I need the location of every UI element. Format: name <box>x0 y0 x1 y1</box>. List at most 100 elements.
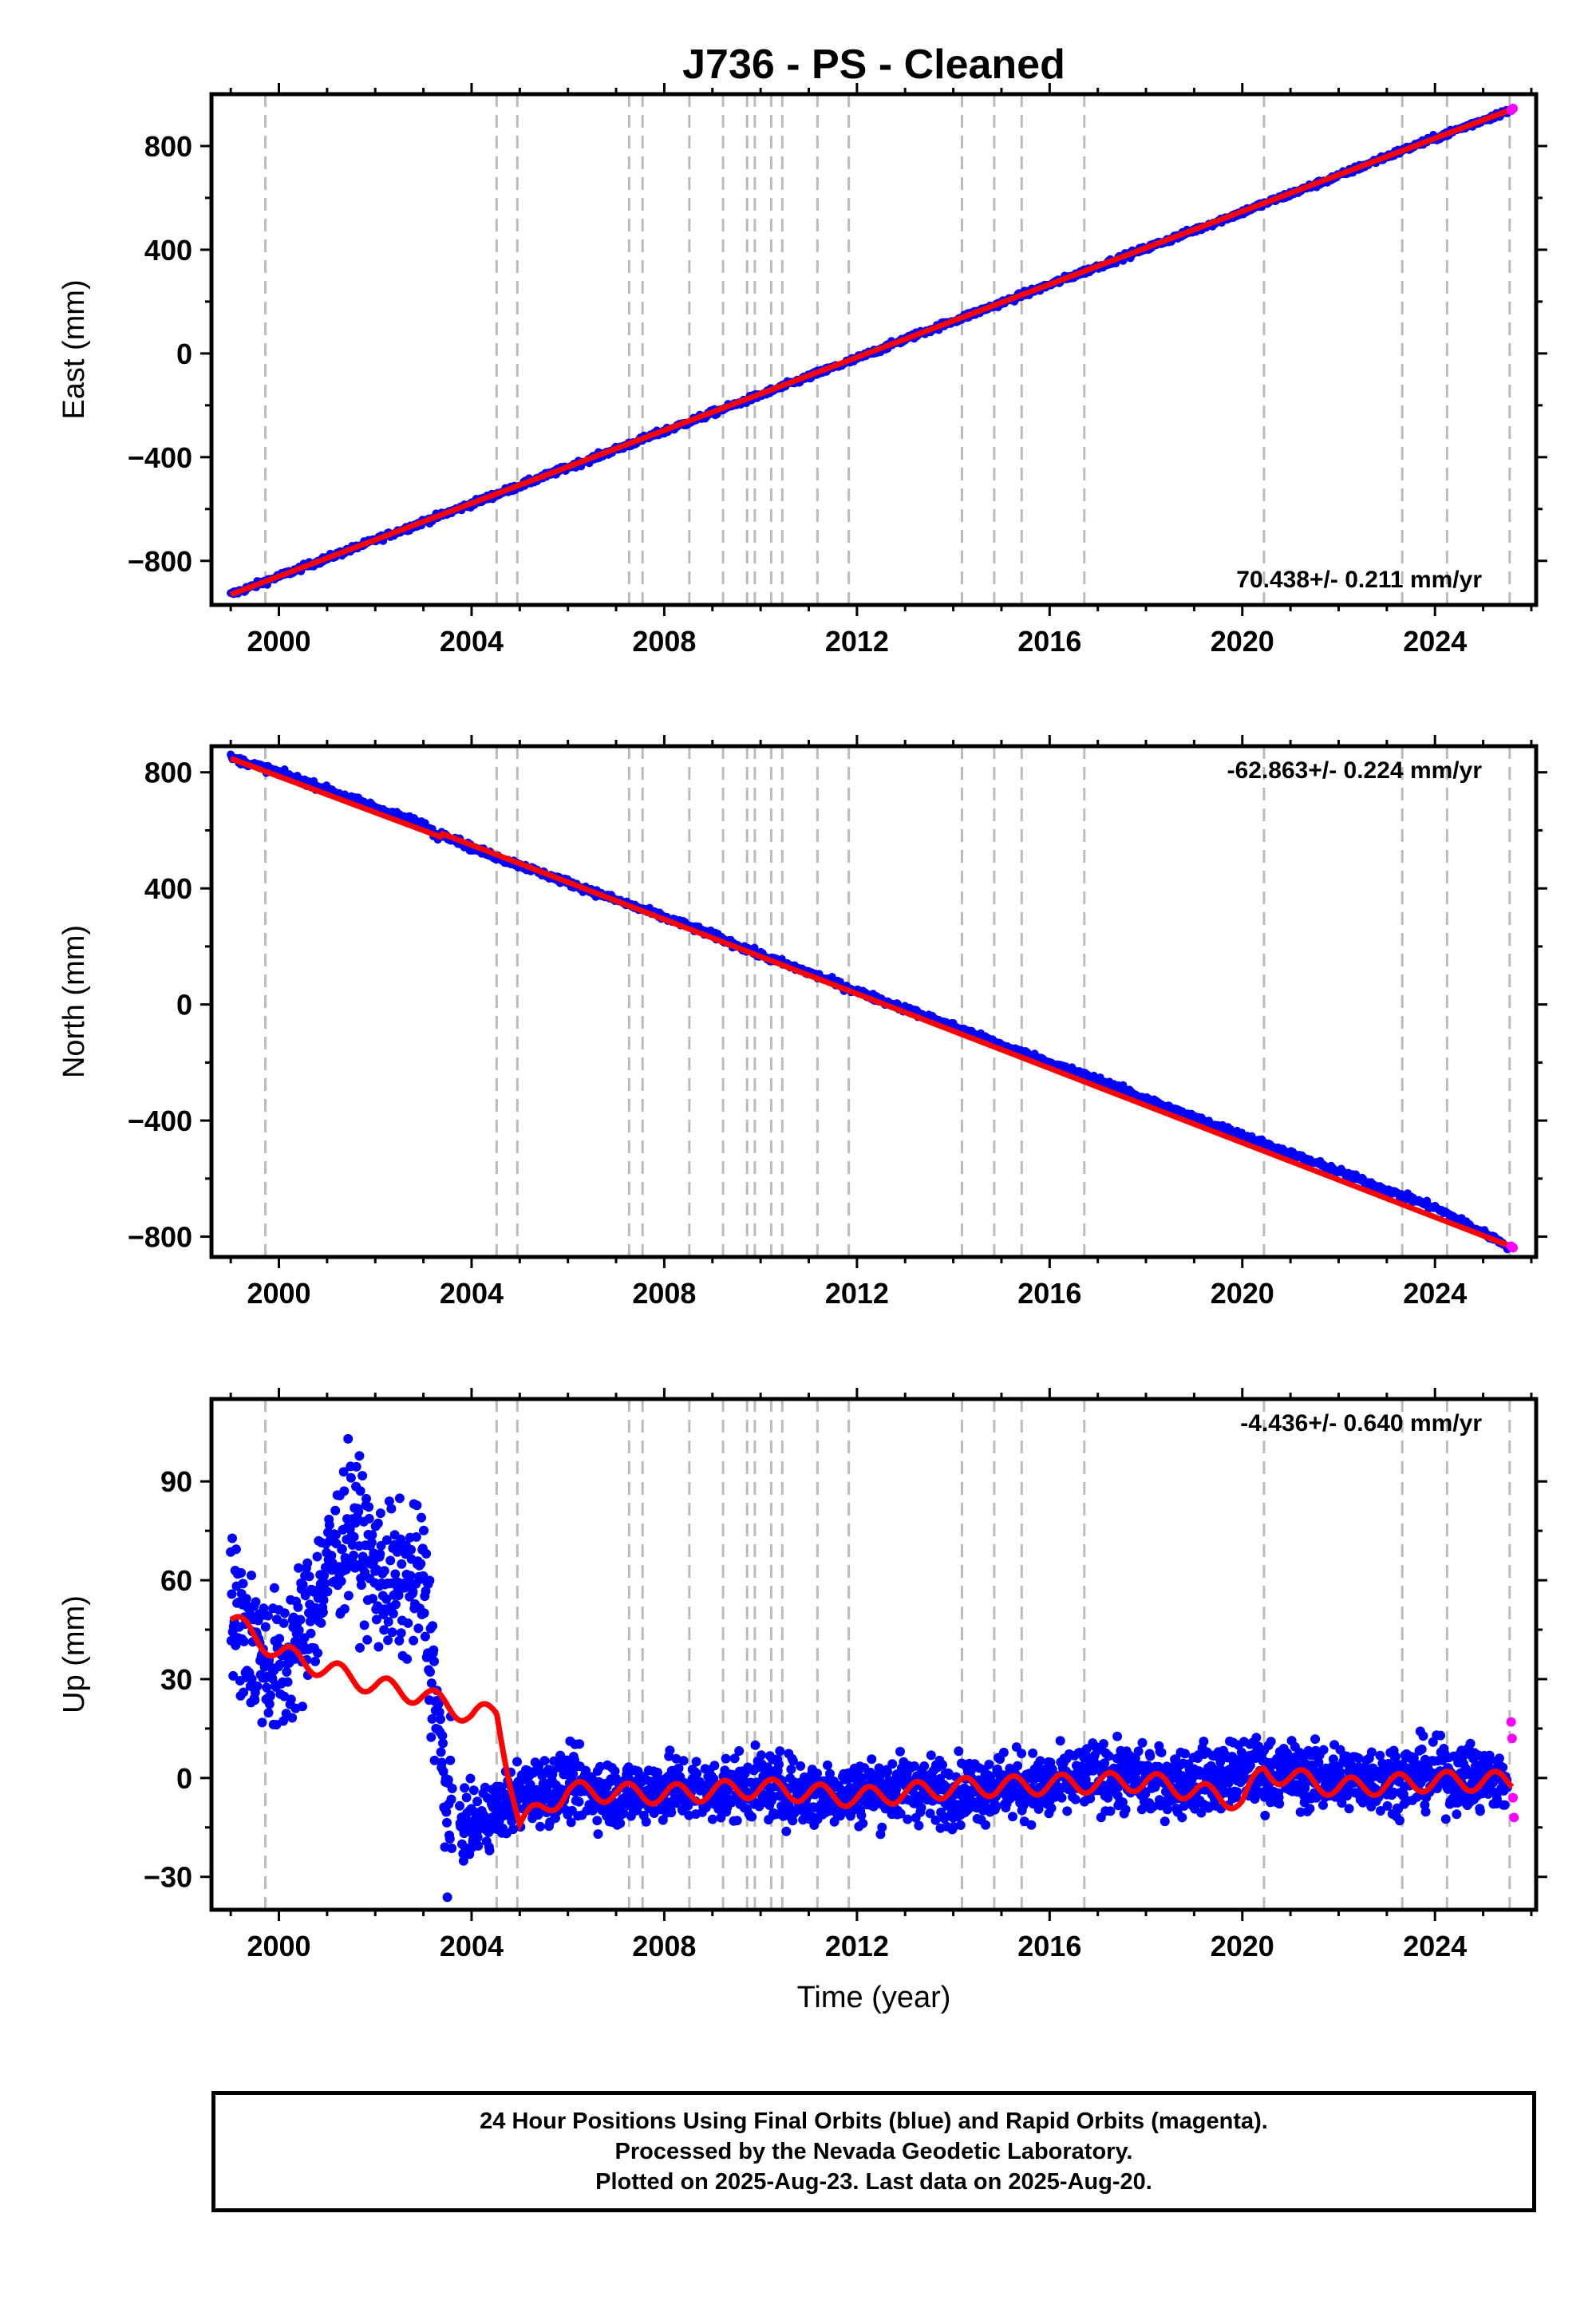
daily-point <box>324 1520 334 1530</box>
daily-point <box>707 1814 717 1824</box>
daily-point <box>535 1821 545 1832</box>
daily-point <box>394 1493 405 1504</box>
daily-point <box>575 1739 585 1749</box>
daily-point <box>887 1759 898 1769</box>
daily-point <box>508 1824 518 1835</box>
daily-point <box>436 1714 445 1725</box>
daily-point <box>938 1760 947 1770</box>
daily-point <box>1112 1731 1123 1741</box>
daily-point <box>227 1589 237 1599</box>
daily-point <box>1162 1804 1172 1815</box>
daily-point <box>316 1618 326 1628</box>
daily-point <box>895 1808 906 1819</box>
y-tick-label: 400 <box>144 234 192 267</box>
daily-point <box>259 1603 269 1614</box>
y-axis-label: East (mm) <box>57 279 91 419</box>
daily-point <box>343 1591 354 1601</box>
daily-point <box>788 1816 798 1826</box>
x-tick-label: 2020 <box>1211 1277 1274 1310</box>
y-tick-label: −400 <box>128 441 192 474</box>
daily-point <box>330 1530 341 1540</box>
daily-point <box>359 1620 369 1630</box>
daily-point <box>384 1496 394 1507</box>
daily-point <box>444 1834 455 1844</box>
daily-point <box>364 1502 374 1512</box>
y-tick-label: −800 <box>128 545 192 578</box>
daily-point <box>295 1614 306 1625</box>
daily-point <box>658 1815 668 1825</box>
daily-point <box>747 1812 757 1822</box>
daily-point <box>355 1486 365 1496</box>
daily-point <box>336 1576 346 1587</box>
daily-point <box>1081 1744 1092 1754</box>
daily-point <box>732 1816 742 1826</box>
daily-point <box>775 1746 785 1757</box>
daily-point <box>1013 1761 1023 1771</box>
daily-point <box>397 1559 407 1569</box>
daily-point <box>320 1579 330 1588</box>
daily-point <box>1028 1748 1038 1758</box>
daily-point <box>294 1563 304 1573</box>
daily-point <box>678 1756 689 1766</box>
daily-point <box>282 1677 293 1687</box>
daily-point <box>895 1746 905 1757</box>
rapid-point <box>1508 103 1519 113</box>
daily-point <box>287 1713 298 1723</box>
daily-point <box>337 1544 347 1554</box>
daily-point <box>263 1708 274 1718</box>
daily-point <box>468 1785 479 1796</box>
daily-point <box>709 1761 720 1771</box>
daily-point <box>954 1746 964 1757</box>
daily-point <box>1117 1797 1128 1808</box>
y-tick-label: −400 <box>128 1105 192 1137</box>
daily-point <box>446 1794 456 1804</box>
daily-point <box>858 1818 868 1828</box>
daily-point <box>238 1579 248 1589</box>
daily-point <box>403 1618 413 1628</box>
daily-point <box>984 1759 994 1769</box>
daily-point <box>441 1807 452 1817</box>
x-tick-label: 2012 <box>825 625 889 658</box>
daily-point <box>420 1631 430 1642</box>
final-orbit-points <box>226 1433 1512 1903</box>
daily-point <box>568 1769 579 1779</box>
y-axis-label: North (mm) <box>57 925 91 1078</box>
rapid-point <box>1508 1243 1519 1253</box>
x-tick-label: 2000 <box>247 625 310 658</box>
daily-point <box>251 1597 261 1607</box>
daily-point <box>537 1771 547 1780</box>
daily-point <box>812 1769 822 1779</box>
daily-point <box>592 1816 602 1826</box>
daily-point <box>1035 1756 1045 1766</box>
daily-point <box>247 1571 256 1580</box>
daily-point <box>868 1801 879 1812</box>
daily-point <box>436 1747 446 1757</box>
daily-point <box>275 1634 285 1644</box>
daily-point <box>437 1730 448 1741</box>
daily-point <box>1148 1801 1158 1812</box>
daily-point <box>1159 1816 1170 1827</box>
up-panel: 2000 2004 2008 2012 2016 2020 2024−300306090Up… <box>57 1388 1547 1962</box>
daily-point <box>376 1540 386 1551</box>
daily-point <box>282 1667 292 1677</box>
daily-point <box>472 1832 483 1843</box>
daily-point <box>371 1614 381 1625</box>
daily-point <box>275 1659 285 1670</box>
daily-point <box>458 1856 468 1866</box>
x-tick-label: 2020 <box>1211 625 1274 658</box>
daily-point <box>1026 1820 1037 1830</box>
daily-point <box>421 1548 432 1559</box>
daily-point <box>1100 1758 1110 1769</box>
plot-frame <box>209 92 1539 607</box>
daily-point <box>383 1635 393 1646</box>
x-tick-label: 2012 <box>825 1277 889 1310</box>
daily-point <box>322 1587 333 1597</box>
daily-point <box>259 1662 270 1672</box>
daily-point <box>387 1627 397 1638</box>
daily-point <box>286 1694 296 1705</box>
daily-point <box>1008 1812 1017 1822</box>
daily-point <box>930 1815 941 1825</box>
daily-point <box>349 1550 358 1560</box>
daily-point <box>408 1587 418 1597</box>
